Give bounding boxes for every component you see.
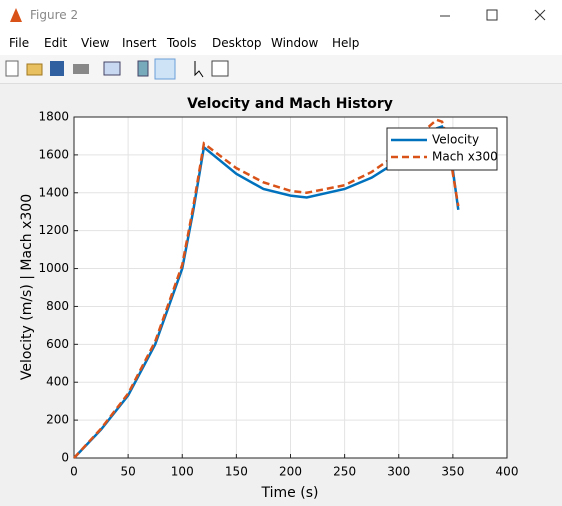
menu-item[interactable]: View bbox=[81, 36, 110, 50]
x-tick-label: 300 bbox=[387, 465, 410, 479]
y-tick-label: 1200 bbox=[38, 223, 69, 237]
y-axis-label: Velocity (m/s) | Mach x300 bbox=[19, 194, 35, 380]
window-title: Figure 2 bbox=[30, 8, 79, 22]
legend-icon[interactable] bbox=[154, 58, 176, 80]
colorbar-icon[interactable] bbox=[137, 60, 149, 77]
data-line bbox=[73, 118, 460, 459]
toolbar-icons bbox=[5, 58, 229, 80]
x-tick-label: 100 bbox=[171, 465, 194, 479]
menu-item[interactable]: Window bbox=[271, 36, 319, 50]
title-icons bbox=[10, 8, 546, 22]
legend-label: Mach x300 bbox=[432, 150, 498, 164]
property-icon[interactable] bbox=[211, 60, 229, 77]
menu-bar: File Edit View Insert Tools Desktop Wind… bbox=[0, 32, 562, 55]
x-tick-label: 350 bbox=[441, 465, 464, 479]
menu-item[interactable]: Desktop bbox=[212, 36, 262, 50]
x-tick-label: 200 bbox=[279, 465, 302, 479]
chart: Velocity and Mach History Time (s) Veloc… bbox=[19, 96, 519, 501]
y-tick-label: 1800 bbox=[38, 110, 69, 124]
menu-item[interactable]: Insert bbox=[122, 36, 157, 50]
chart-title: Velocity and Mach History bbox=[187, 96, 393, 112]
x-tick-label: 150 bbox=[225, 465, 248, 479]
y-tick-label: 1000 bbox=[38, 261, 69, 275]
close-button[interactable] bbox=[534, 9, 546, 21]
data-line bbox=[73, 124, 460, 459]
legend-label: Velocity bbox=[432, 133, 479, 147]
x-tick-label: 250 bbox=[333, 465, 356, 479]
y-tick-label: 1400 bbox=[38, 185, 69, 199]
y-tick-label: 1600 bbox=[38, 147, 69, 161]
axes-box bbox=[73, 116, 508, 459]
y-tick-label: 400 bbox=[46, 375, 69, 389]
pointer-icon[interactable] bbox=[194, 61, 204, 78]
new-icon[interactable] bbox=[5, 60, 19, 77]
menu-item[interactable]: Tools bbox=[167, 36, 197, 50]
menu-item[interactable]: Help bbox=[332, 36, 360, 50]
link-icon[interactable] bbox=[103, 61, 121, 76]
x-tick-label: 400 bbox=[496, 465, 519, 479]
menu-item[interactable]: Edit bbox=[44, 36, 68, 50]
y-tick-label: 0 bbox=[61, 451, 69, 465]
x-tick-label: 50 bbox=[120, 465, 135, 479]
maximize-button[interactable] bbox=[486, 9, 498, 21]
y-tick-label: 800 bbox=[46, 299, 69, 313]
save-icon[interactable] bbox=[50, 61, 64, 76]
app-icon bbox=[10, 8, 22, 22]
title-bar: Figure 2 bbox=[0, 0, 562, 32]
menu-item[interactable]: File bbox=[9, 36, 30, 50]
open-icon[interactable] bbox=[26, 63, 43, 76]
print-icon[interactable] bbox=[73, 64, 89, 74]
legend-box bbox=[386, 127, 498, 171]
y-tick-label: 200 bbox=[46, 413, 69, 427]
x-tick-label: 0 bbox=[70, 465, 78, 479]
y-tick-label: 600 bbox=[46, 337, 69, 351]
x-axis-label: Time (s) bbox=[261, 485, 319, 501]
toolbar bbox=[0, 55, 562, 84]
